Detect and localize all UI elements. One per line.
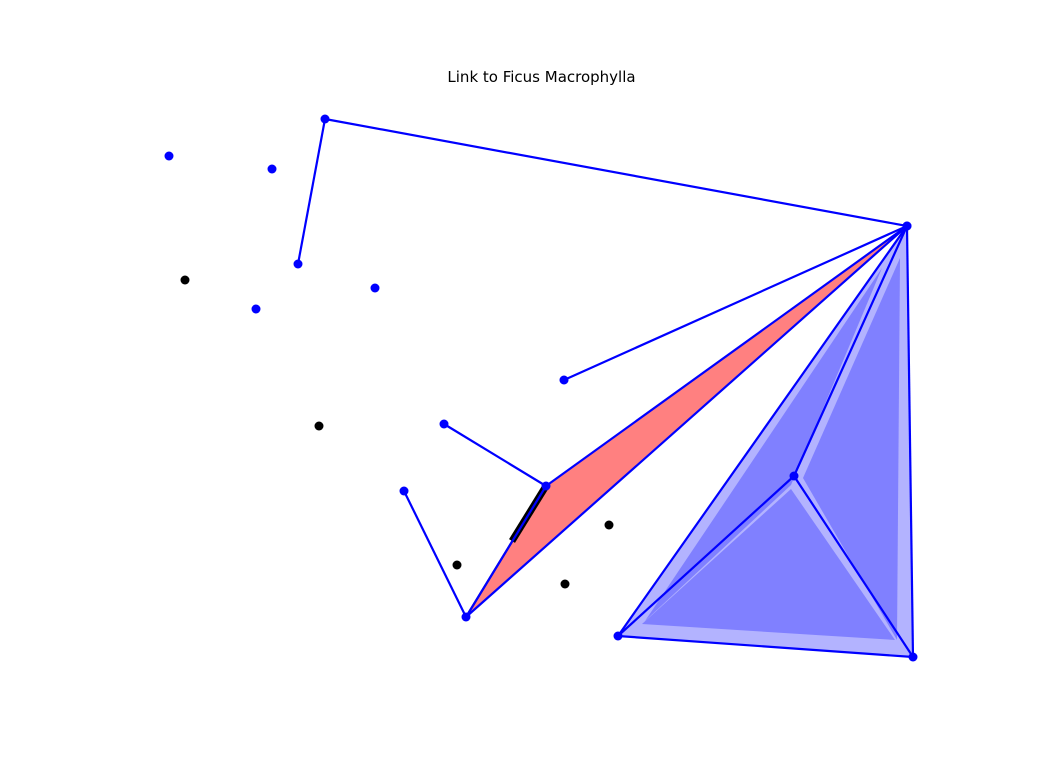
blue-face-left	[645, 268, 882, 621]
graph-edge	[905, 225, 915, 658]
blue-node	[399, 486, 409, 496]
blue-node	[541, 481, 551, 491]
graph-edge	[296, 118, 327, 265]
graph-edge	[545, 225, 908, 487]
graph-edge	[465, 485, 547, 618]
blue-node	[164, 151, 174, 161]
graph-edge	[563, 224, 908, 382]
blue-node	[320, 114, 330, 124]
blue-node	[613, 631, 623, 641]
blue-node	[293, 259, 303, 269]
blue-node	[461, 612, 471, 622]
graph-edge	[324, 117, 908, 228]
blue-node	[789, 471, 799, 481]
graph-edge	[403, 490, 467, 618]
blue-face-bottom	[642, 489, 895, 640]
faces-layer	[466, 226, 913, 657]
diagram-title: Link to Ficus Macrophylla	[447, 68, 636, 86]
graph-edge	[465, 225, 908, 618]
black-node	[560, 579, 570, 589]
blue-node	[370, 283, 380, 293]
graph-edge	[617, 475, 795, 637]
blue-face-right	[803, 258, 900, 640]
graph-edge	[617, 225, 908, 637]
graph-edge	[443, 423, 547, 487]
graph-edge	[793, 475, 914, 658]
black-node	[180, 275, 190, 285]
black-node	[604, 520, 614, 530]
blue-node	[559, 375, 569, 385]
black-node	[314, 421, 324, 431]
blue-node	[267, 164, 277, 174]
nodes-layer	[164, 114, 918, 662]
blue-node	[251, 304, 261, 314]
blue-node	[439, 419, 449, 429]
graph-edge	[792, 225, 909, 477]
blue-node	[902, 221, 912, 231]
graph-edge	[617, 634, 914, 659]
blue-node	[908, 652, 918, 662]
edges-layer	[296, 117, 915, 659]
black-node	[452, 560, 462, 570]
